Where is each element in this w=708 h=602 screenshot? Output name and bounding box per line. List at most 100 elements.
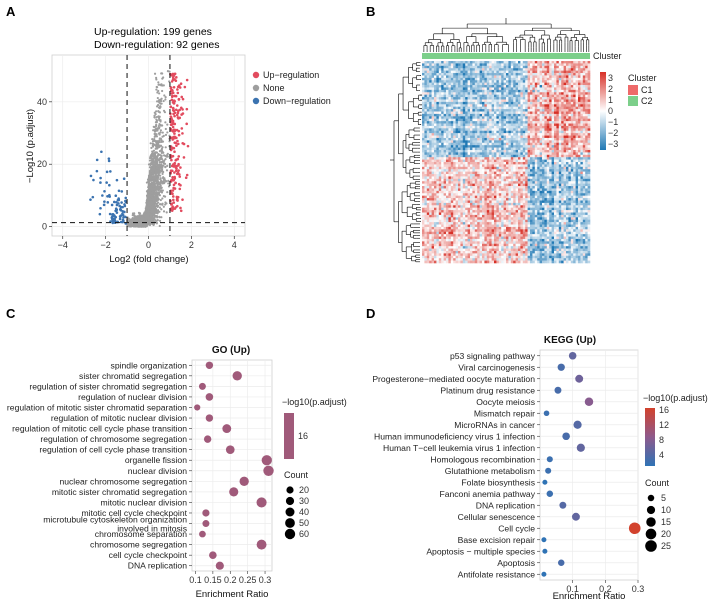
heatmap-cell [522, 101, 526, 105]
heatmap-cell [539, 82, 543, 86]
heatmap-cell [518, 63, 521, 67]
heatmap-cell [436, 65, 440, 69]
volcano-legend-swatch [252, 71, 260, 79]
heatmap-cell [554, 111, 557, 115]
heatmap-cell [482, 82, 485, 86]
heatmap-cell [484, 109, 488, 112]
heatmap-cell [551, 73, 555, 76]
heatmap-cell [429, 80, 432, 83]
heatmap-cell [585, 75, 588, 79]
heatmap-cell [563, 68, 567, 71]
heatmap-cell [465, 92, 468, 95]
heatmap-cell [484, 65, 488, 69]
volcano-point-none [151, 138, 154, 141]
heatmap-cell [486, 61, 490, 64]
heatmap-cell [448, 61, 452, 64]
heatmap-cell [450, 65, 454, 69]
heatmap-cell [472, 65, 476, 69]
heatmap-cell [422, 89, 425, 93]
volcano-point-up [181, 108, 184, 111]
heatmap-cell [525, 73, 528, 76]
heatmap-cell [446, 111, 449, 115]
heatmap-cell [450, 113, 454, 117]
heatmap-cell [436, 82, 440, 86]
volcano-point-none [160, 97, 163, 100]
heatmap-cell [453, 99, 456, 103]
heatmap-cell [515, 61, 519, 64]
heatmap-cell [573, 77, 576, 81]
heatmap-cell [479, 68, 483, 71]
heatmap-cell [575, 111, 579, 115]
heatmap-cell [450, 68, 454, 71]
heatmap-cell [448, 80, 452, 83]
heatmap-cell [520, 109, 524, 112]
heatmap-cell [426, 111, 430, 115]
heatmap-cell [508, 101, 512, 105]
heatmap-cell [446, 68, 449, 71]
heatmap-cell [429, 101, 432, 105]
heatmap-cell [498, 77, 502, 81]
volcano-point-down [111, 215, 114, 218]
heatmap-cell [422, 65, 425, 69]
heatmap-cell [443, 113, 447, 117]
heatmap-cell [534, 111, 538, 115]
heatmap-cell [573, 92, 576, 95]
heatmap-cell [542, 63, 545, 67]
heatmap-cell [441, 80, 444, 83]
heatmap-cell [498, 87, 502, 91]
heatmap-cell [573, 101, 576, 105]
heatmap-cell [513, 106, 516, 110]
heatmap-cell [434, 75, 437, 79]
heatmap-cell [448, 106, 452, 110]
heatmap-cell [558, 94, 562, 98]
heatmap-cell [496, 73, 500, 76]
volcano-point-none [166, 164, 169, 167]
heatmap-cell [546, 82, 550, 86]
heatmap-cell [498, 104, 502, 107]
heatmap-cell [441, 87, 444, 91]
heatmap-cell [429, 104, 432, 107]
heatmap-cell [443, 87, 447, 91]
heatmap-cell [582, 104, 586, 107]
heatmap-cell [506, 94, 509, 98]
heatmap-cell [455, 92, 459, 95]
volcano-point-none [150, 213, 153, 216]
heatmap-cell [479, 89, 483, 93]
heatmap-cell [573, 97, 576, 100]
heatmap-cell [477, 82, 480, 86]
volcano-point-up [176, 91, 180, 95]
heatmap-cell [518, 94, 521, 98]
volcano-point-up [174, 79, 178, 83]
heatmap-cell [424, 80, 428, 83]
volcano-point-up [180, 95, 184, 99]
heatmap-cell [549, 61, 552, 64]
heatmap-cell [518, 106, 521, 110]
heatmap-cell [494, 97, 497, 100]
heatmap-cell [422, 80, 425, 83]
heatmap-cell [472, 70, 476, 74]
heatmap-cell [563, 82, 567, 86]
volcano-point-none [158, 141, 161, 144]
volcano-point-down [107, 157, 111, 160]
heatmap-cell [525, 106, 528, 110]
heatmap-cell [453, 106, 456, 110]
heatmap-cell [436, 89, 440, 93]
heatmap-cell [568, 89, 572, 93]
heatmap-cell [520, 111, 524, 115]
heatmap-cell [549, 109, 552, 112]
heatmap-cell [484, 75, 488, 79]
heatmap-cell [515, 85, 519, 88]
heatmap-cell [513, 61, 516, 64]
heatmap-cell [465, 87, 468, 91]
heatmap-cell [515, 113, 519, 117]
volcano-point-none [156, 96, 159, 100]
heatmap-cell [503, 75, 507, 79]
heatmap-cell [530, 82, 533, 86]
volcano-point-up [172, 198, 175, 202]
heatmap-cell [472, 75, 476, 79]
heatmap-cell [498, 70, 502, 74]
heatmap-cell [462, 92, 466, 95]
heatmap-cell [582, 99, 586, 103]
volcano-point-none [153, 111, 156, 114]
heatmap-cell [561, 111, 564, 115]
